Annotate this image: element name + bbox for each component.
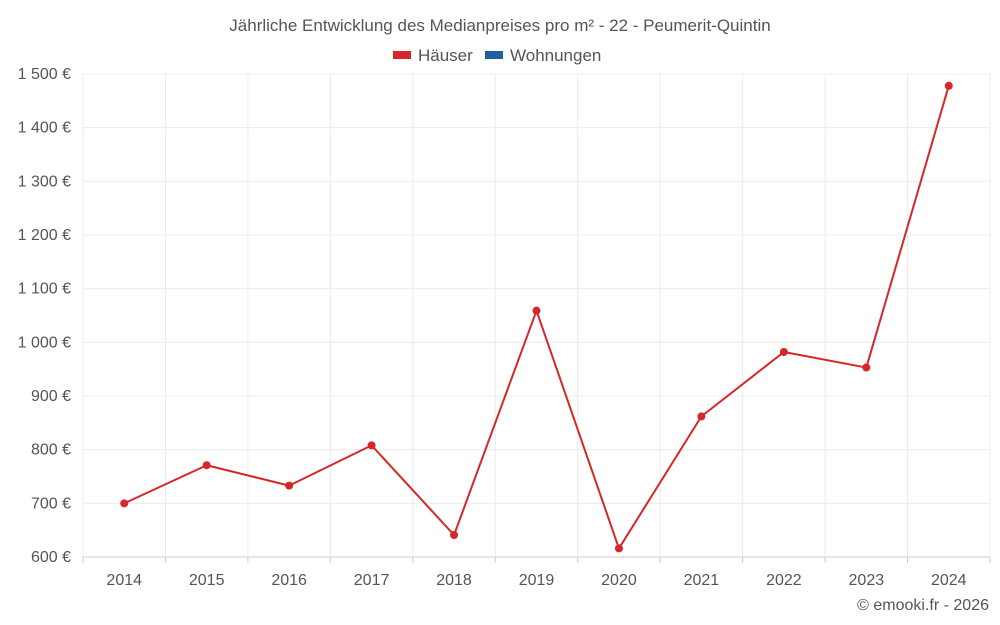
x-tick-label: 2021 [684,572,720,589]
legend-label-haeuser: Häuser [418,46,473,65]
x-tick-label: 2020 [601,572,637,589]
data-point[interactable] [862,363,871,372]
data-point[interactable] [779,347,788,356]
series-layer [120,81,953,553]
x-tick-label: 2018 [436,572,472,589]
grid [82,73,991,558]
x-tick-label: 2016 [271,572,307,589]
legend-item-wohnungen[interactable]: Wohnungen [485,46,601,65]
y-tick-label: 1 200 € [18,227,71,244]
legend-swatch-haeuser [393,51,411,59]
legend-item-haeuser[interactable]: Häuser [393,46,473,65]
legend-swatch-wohnungen [485,51,503,59]
x-tick-label: 2019 [519,572,555,589]
data-point[interactable] [285,481,294,490]
y-tick-label: 600 € [31,549,71,566]
data-point[interactable] [697,412,706,421]
x-axis: 2014 2015 2016 2017 2018 2019 2020 2021 2022 2023… [82,557,991,589]
y-tick-label: 1 000 € [18,334,71,351]
credit-text: © emooki.fr - 2026 [857,597,989,614]
y-tick-label: 800 € [31,442,71,459]
y-tick-label: 1 300 € [18,173,71,190]
x-tick-label: 2017 [354,572,390,589]
y-axis: 600 € 700 € 800 € 900 € 1 000 € 1 100 € 1 200 … [18,66,71,566]
y-tick-label: 700 € [31,495,71,512]
data-point[interactable] [944,81,953,90]
y-tick-label: 900 € [31,388,71,405]
data-point[interactable] [367,441,376,450]
x-tick-label: 2022 [766,572,802,589]
legend: Häuser Wohnungen [393,46,601,65]
x-tick-label: 2014 [106,572,142,589]
x-tick-label: 2023 [849,572,885,589]
legend-label-wohnungen: Wohnungen [510,46,601,65]
y-tick-label: 1 500 € [18,66,71,83]
data-point[interactable] [450,530,459,539]
data-point[interactable] [120,499,129,508]
y-tick-label: 1 400 € [18,120,71,137]
y-tick-label: 1 100 € [18,281,71,298]
data-point[interactable] [614,544,623,553]
x-tick-label: 2015 [189,572,225,589]
data-point[interactable] [202,461,211,470]
chart-title: Jährliche Entwicklung des Medianpreises … [229,16,770,35]
data-point[interactable] [532,306,541,315]
x-tick-label: 2024 [931,572,967,589]
